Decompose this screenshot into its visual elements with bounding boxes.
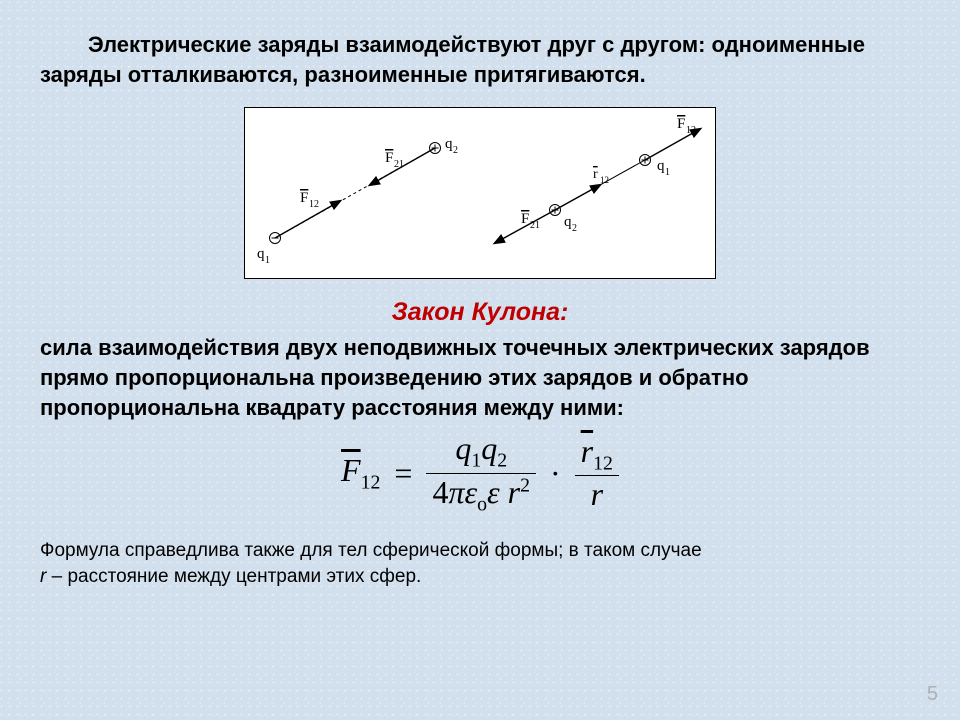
f-r12s: 12: [593, 453, 613, 475]
diagram-container: q 1 q 2 F 12 F 21: [40, 107, 920, 284]
page-number: 5: [927, 683, 938, 706]
f-r12: r: [581, 433, 593, 469]
f-F-sub: 12: [361, 471, 381, 493]
f-4: 4: [432, 474, 448, 510]
svg-text:F: F: [521, 211, 529, 227]
f-frac-main: q1q2 4πεoε r2: [426, 430, 536, 515]
svg-text:1: 1: [665, 167, 670, 178]
f-F: F: [341, 452, 361, 488]
svg-text:F: F: [385, 150, 393, 166]
svg-text:21: 21: [530, 220, 540, 231]
svg-text:12: 12: [600, 175, 609, 185]
svg-text:2: 2: [572, 223, 577, 234]
f-o: o: [477, 493, 487, 515]
note-paragraph: Формула справедлива также для тел сферич…: [40, 538, 920, 591]
f-q2s: 2: [497, 450, 507, 472]
intro-paragraph: Электрические заряды взаимодействуют дру…: [40, 30, 920, 89]
f-r: r: [508, 474, 520, 510]
f-dot: ·: [550, 455, 561, 492]
svg-text:q: q: [564, 214, 572, 230]
svg-text:F: F: [677, 116, 685, 132]
f-eps: ε: [465, 474, 478, 510]
f-pi: π: [448, 474, 464, 510]
f-eps2: ε: [487, 474, 500, 510]
right-panel-like: q 2 q 1 r 12 F 21 F: [495, 116, 700, 243]
left-panel-unlike: q 1 q 2 F 12 F 21: [257, 136, 458, 266]
svg-text:21: 21: [394, 159, 404, 170]
f-q1s: 1: [471, 450, 481, 472]
svg-text:r: r: [593, 167, 598, 182]
f-frac-r: r12 r: [575, 433, 619, 513]
force-diagram: q 1 q 2 F 12 F 21: [244, 107, 716, 279]
svg-text:12: 12: [686, 125, 696, 136]
svg-text:2: 2: [453, 145, 458, 156]
note-line1: Формула справедлива также для тел сферич…: [40, 540, 702, 561]
intro-line1: Электрические заряды взаимодействуют дру…: [40, 32, 705, 57]
law-title: Закон Кулона:: [40, 298, 920, 327]
coulomb-formula: F12 = q1q2 4πεoε r2 · r12 r: [40, 430, 920, 515]
f-eq: =: [394, 455, 412, 492]
law-text: сила взаимодействия двух неподвижных точ…: [40, 333, 920, 422]
f-sq: 2: [520, 474, 530, 496]
svg-text:q: q: [257, 246, 265, 262]
svg-text:F: F: [300, 190, 308, 206]
note-rest: – расстояние между центрами этих сфер.: [46, 566, 421, 587]
svg-text:1: 1: [265, 255, 270, 266]
f-q1: q: [455, 430, 471, 466]
svg-text:q: q: [445, 136, 453, 152]
f-rbot: r: [585, 476, 609, 513]
svg-text:q: q: [657, 158, 665, 174]
svg-text:12: 12: [309, 199, 319, 210]
f-q2: q: [481, 430, 497, 466]
